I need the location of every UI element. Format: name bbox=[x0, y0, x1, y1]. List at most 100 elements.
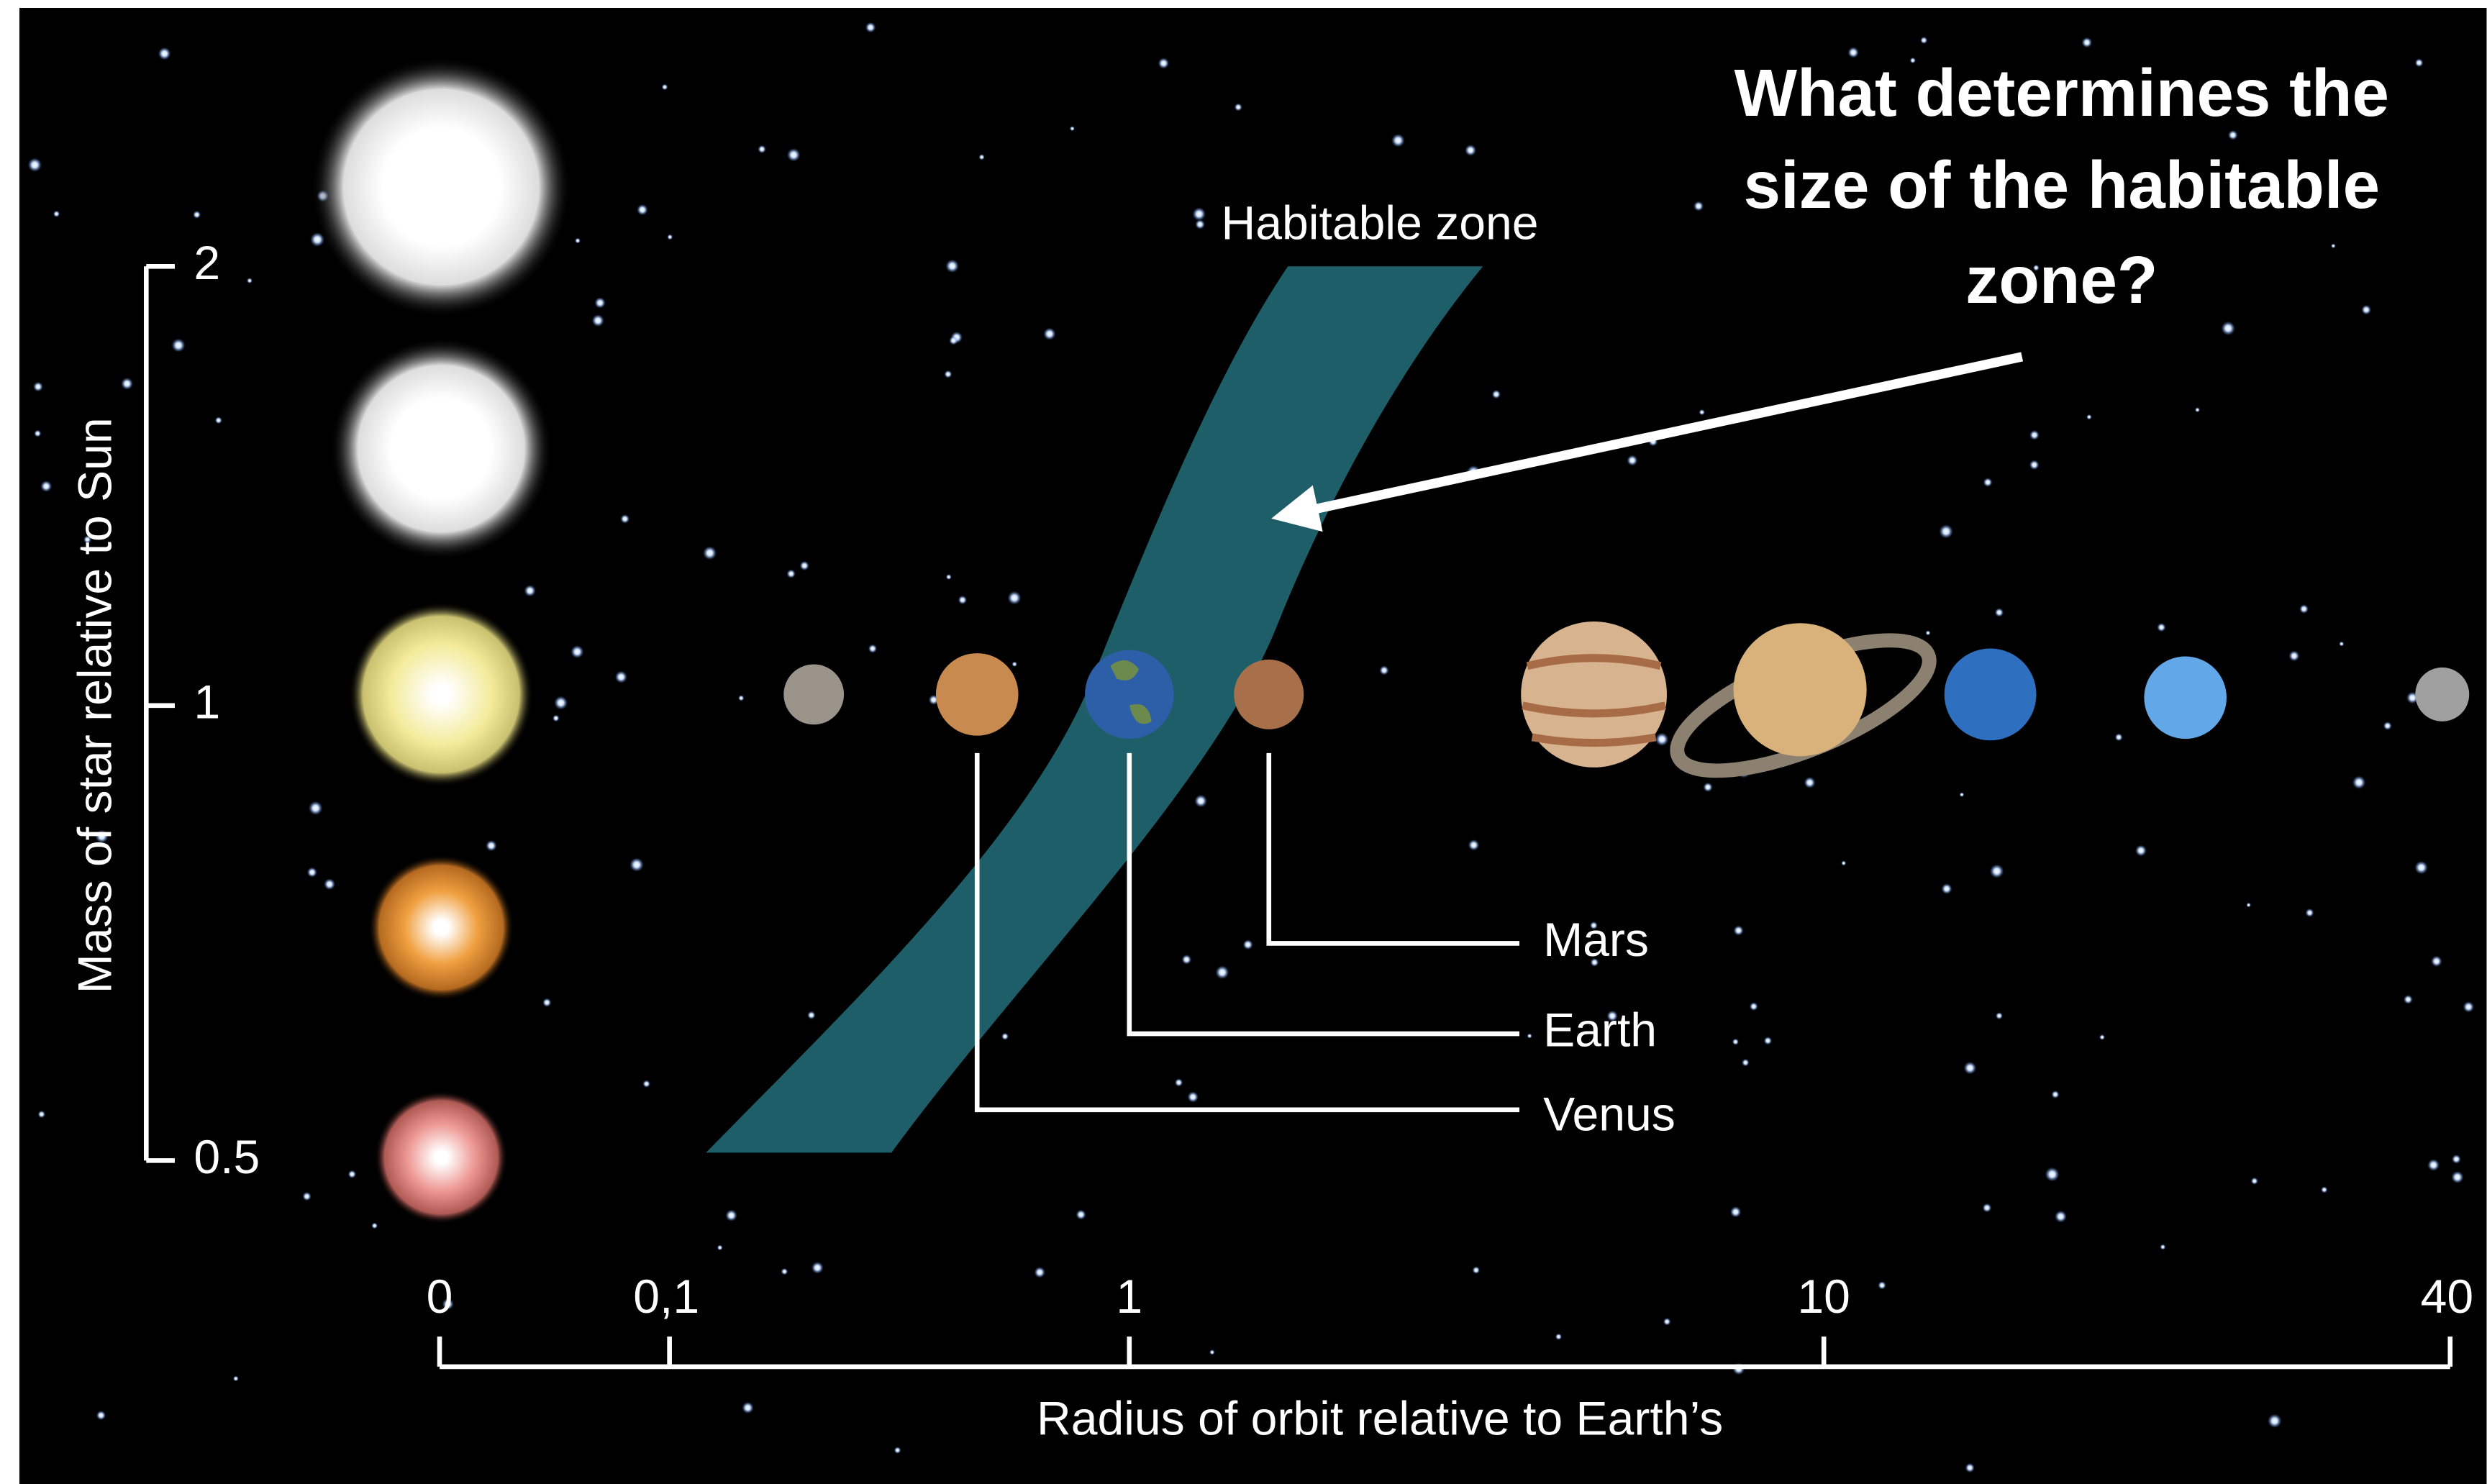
background-star bbox=[958, 596, 967, 604]
background-star bbox=[1925, 630, 1930, 635]
background-star bbox=[2086, 414, 2091, 419]
planet-mars bbox=[1234, 660, 1304, 729]
page: {"question": ["What determines the", "si… bbox=[0, 0, 2487, 1484]
background-star bbox=[2299, 604, 2309, 614]
background-star bbox=[1035, 1267, 1045, 1278]
x-tick-label: 40 bbox=[2421, 1270, 2474, 1324]
background-star bbox=[1995, 608, 2004, 616]
y-tick-label: 2 bbox=[194, 237, 220, 290]
background-star bbox=[1001, 1033, 1009, 1040]
background-star bbox=[1983, 1203, 1992, 1213]
background-star bbox=[215, 416, 222, 424]
star-large bbox=[312, 57, 571, 317]
background-star bbox=[121, 378, 133, 390]
background-star bbox=[2415, 58, 2424, 67]
background-star bbox=[1555, 1334, 1562, 1340]
background-star bbox=[1011, 662, 1017, 667]
background-star bbox=[2045, 1167, 2060, 1182]
background-star bbox=[725, 1209, 737, 1221]
background-star bbox=[158, 47, 171, 60]
background-star bbox=[2452, 1155, 2461, 1164]
background-star bbox=[2246, 903, 2251, 908]
background-star bbox=[1215, 965, 1229, 979]
background-star bbox=[575, 238, 581, 244]
background-star bbox=[2228, 130, 2238, 140]
background-star bbox=[2352, 775, 2366, 789]
background-star bbox=[2251, 1178, 2258, 1185]
background-star bbox=[1182, 955, 1192, 965]
y-tick-label: 0.5 bbox=[194, 1131, 260, 1184]
planet-saturn bbox=[1734, 623, 1867, 756]
background-star bbox=[1492, 390, 1501, 399]
diagram: Mars Earth Venus Habitable zone 2 1 0.5 … bbox=[0, 0, 2487, 1484]
background-star bbox=[553, 715, 560, 722]
planet-label: Earth bbox=[1543, 1004, 1657, 1057]
planet-pluto bbox=[2415, 668, 2469, 721]
planet-neptune bbox=[2144, 656, 2227, 739]
background-star bbox=[2055, 1211, 2067, 1223]
background-star bbox=[2288, 650, 2299, 661]
question-line: What determines the bbox=[1734, 55, 2389, 130]
background-star bbox=[1920, 37, 1927, 44]
background-star bbox=[2082, 37, 2093, 48]
background-star bbox=[2331, 244, 2336, 249]
star-large bbox=[330, 337, 553, 560]
background-star bbox=[2339, 642, 2344, 647]
background-star bbox=[1243, 939, 1253, 950]
planet-uranus bbox=[1945, 648, 2037, 740]
x-tick-label: 0 bbox=[427, 1270, 453, 1324]
planet-label: Venus bbox=[1543, 1088, 1676, 1141]
background-star bbox=[1158, 58, 1169, 68]
background-star bbox=[2414, 861, 2428, 875]
background-star bbox=[193, 211, 201, 219]
background-star bbox=[1699, 409, 1705, 415]
background-star bbox=[592, 314, 604, 327]
background-star bbox=[637, 204, 647, 215]
background-star bbox=[1465, 145, 1476, 156]
background-star bbox=[865, 22, 876, 33]
background-star bbox=[1655, 732, 1669, 746]
background-star bbox=[2361, 305, 2371, 315]
background-star bbox=[1983, 478, 1993, 487]
background-star bbox=[1627, 455, 1637, 466]
background-star bbox=[1473, 1266, 1481, 1274]
background-star bbox=[554, 696, 568, 710]
background-star bbox=[1235, 103, 1242, 111]
background-star bbox=[594, 297, 605, 308]
background-star bbox=[1008, 591, 1022, 605]
background-star bbox=[1734, 926, 1744, 936]
background-star bbox=[2383, 721, 2392, 730]
background-star bbox=[486, 840, 496, 851]
background-star bbox=[1878, 1281, 1886, 1289]
x-axis-label: Radius of orbit relative to Earth’s bbox=[1037, 1393, 1723, 1446]
background-star bbox=[1209, 1349, 1214, 1355]
background-star bbox=[2427, 1159, 2440, 1171]
background-star bbox=[811, 1262, 824, 1274]
background-star bbox=[2029, 430, 2040, 440]
background-star bbox=[946, 574, 952, 580]
background-star bbox=[615, 671, 627, 683]
background-star bbox=[642, 1080, 650, 1088]
y-axis-label: Mass of star relative to Sun bbox=[69, 417, 122, 993]
star-red bbox=[375, 1091, 508, 1224]
background-star bbox=[944, 370, 952, 378]
background-star bbox=[1195, 219, 1205, 229]
background-star bbox=[247, 278, 253, 283]
background-star bbox=[1764, 1037, 1772, 1044]
background-star bbox=[233, 1375, 239, 1381]
background-star bbox=[1193, 207, 1206, 221]
background-star bbox=[787, 148, 801, 162]
background-star bbox=[2222, 322, 2235, 335]
background-star bbox=[172, 339, 186, 352]
background-star bbox=[371, 1223, 378, 1229]
background-star bbox=[1468, 839, 1479, 850]
y-tick-label: 1 bbox=[194, 675, 220, 729]
background-star bbox=[1527, 1034, 1532, 1039]
background-star bbox=[1663, 1318, 1671, 1326]
background-star bbox=[1939, 524, 1952, 538]
background-star bbox=[945, 260, 959, 273]
background-star bbox=[1965, 1463, 1975, 1472]
background-star bbox=[758, 145, 765, 153]
question-line: size of the habitable bbox=[1743, 147, 2380, 222]
background-star bbox=[1996, 1012, 2003, 1019]
